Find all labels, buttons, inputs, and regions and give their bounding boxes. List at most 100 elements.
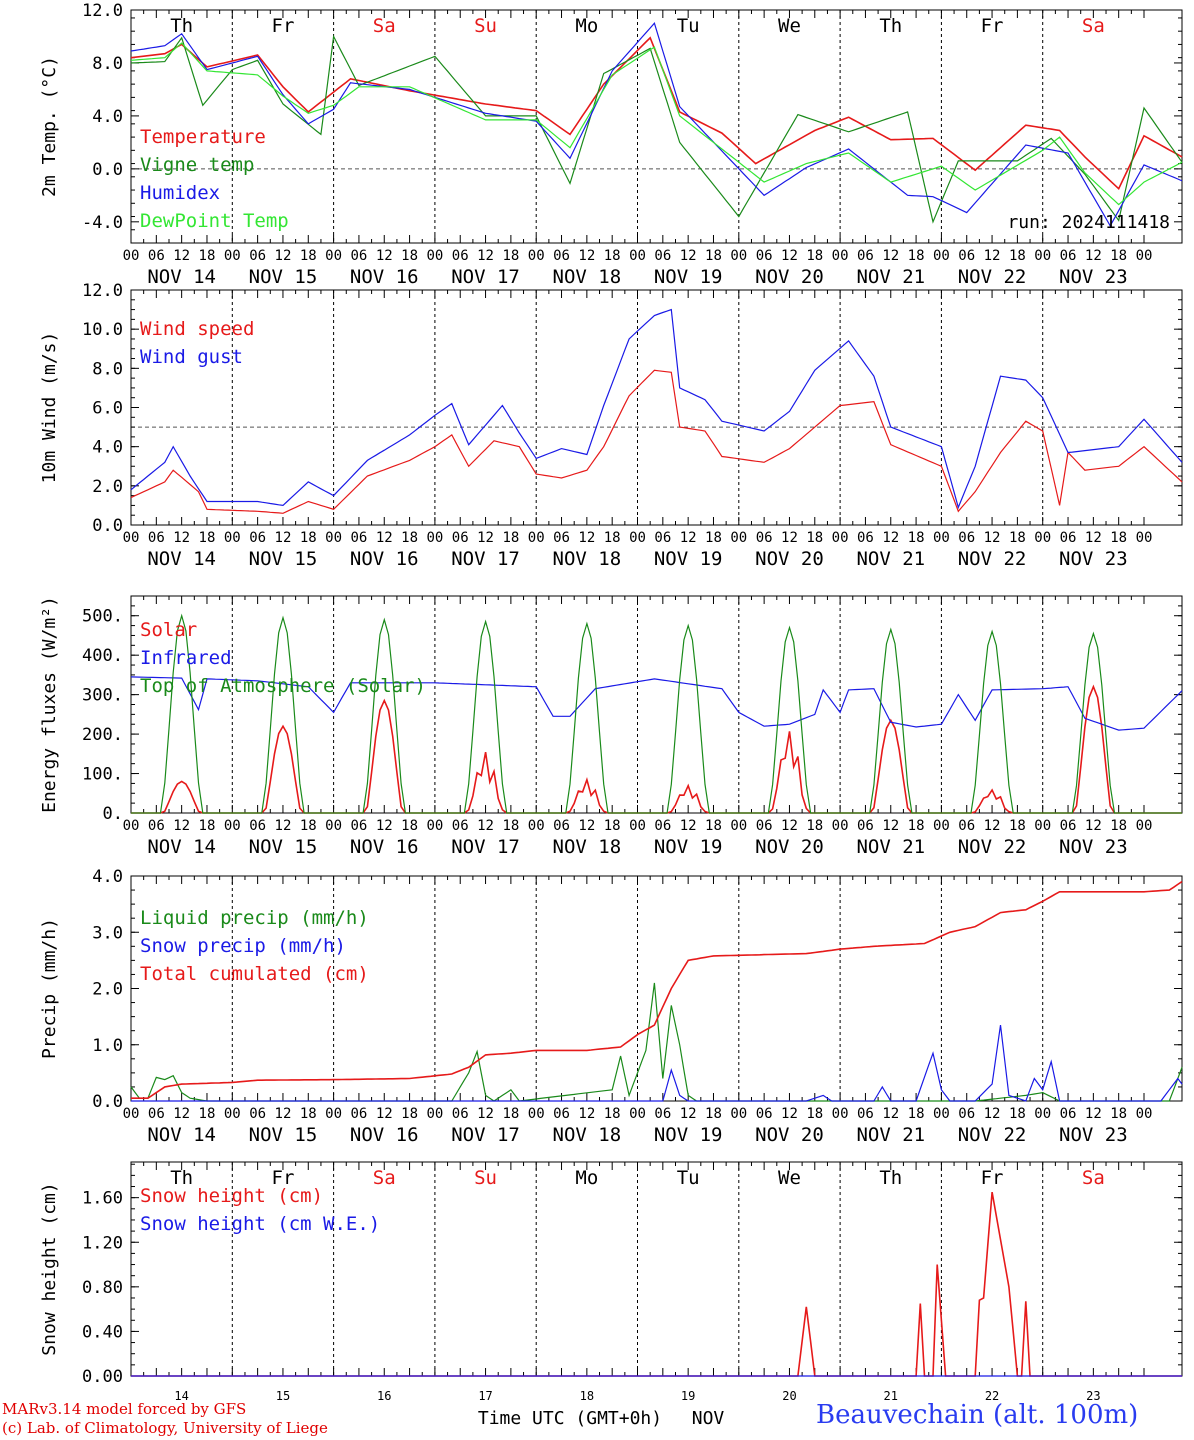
date-label: NOV 23: [1059, 548, 1128, 570]
hour-label: 00: [123, 818, 140, 834]
y-tick-label: 4.0: [92, 438, 123, 458]
legend-entry: Top of Atmosphere (Solar): [140, 675, 426, 697]
hour-label: 18: [604, 248, 621, 264]
legend-entry: Infrared: [140, 647, 232, 669]
hour-label: 18: [806, 818, 823, 834]
hour-label: 12: [477, 248, 494, 264]
run-label: run: 2024111418: [1007, 212, 1170, 233]
hour-label: 00: [832, 530, 849, 546]
hour-label: 12: [477, 818, 494, 834]
date-label: NOV 23: [1059, 836, 1128, 858]
y-tick-label: 100.: [82, 765, 123, 785]
date-label: NOV 18: [553, 1124, 622, 1146]
series-line-red: [131, 684, 1182, 814]
date-label: NOV 17: [451, 1124, 520, 1146]
hour-label: 18: [1110, 530, 1127, 546]
hour-label: 06: [249, 818, 266, 834]
date-label: NOV 16: [350, 266, 419, 288]
x-axis-label: Time UTC (GMT+0h): [478, 1408, 662, 1429]
date-label: NOV 20: [755, 548, 824, 570]
hour-label: 00: [1136, 530, 1153, 546]
hour-label: 06: [857, 248, 874, 264]
hour-label: 06: [958, 248, 975, 264]
hour-label: 12: [984, 530, 1001, 546]
legend-entry: Solar: [140, 619, 197, 641]
hour-label: 12: [275, 530, 292, 546]
date-label: NOV 21: [856, 548, 925, 570]
hour-label: 12: [680, 1106, 697, 1122]
day-name-label: Th: [170, 1167, 193, 1189]
day-name-label: Su: [474, 1167, 497, 1189]
y-tick-label: 500.: [82, 607, 123, 627]
hour-label: 18: [502, 1106, 519, 1122]
hour-label: 06: [452, 818, 469, 834]
hour-label: 06: [148, 818, 165, 834]
hour-label: 18: [705, 818, 722, 834]
hour-label: 18: [705, 530, 722, 546]
hour-label: 18: [199, 1106, 216, 1122]
hour-label: 12: [275, 818, 292, 834]
legend-entry: Liquid precip (mm/h): [140, 907, 369, 929]
hour-label: 12: [882, 818, 899, 834]
hour-label: 06: [553, 818, 570, 834]
date-label: NOV 14: [147, 266, 216, 288]
series-line-red: [130, 36, 1183, 191]
y-tick-label: 3.0: [92, 923, 123, 943]
legend-entry: Humidex: [140, 182, 220, 204]
date-label: NOV 22: [958, 836, 1027, 858]
hour-label: 00: [325, 530, 342, 546]
hour-label: 00: [629, 248, 646, 264]
hour-label: 18: [1009, 248, 1026, 264]
plot-frame: [130, 9, 1183, 244]
hour-label: 12: [781, 1106, 798, 1122]
hour-label: 06: [350, 1106, 367, 1122]
hour-label: 18: [300, 1106, 317, 1122]
plot-frame: [130, 595, 1183, 814]
date-label: NOV 23: [1059, 266, 1128, 288]
day-name-label: Mo: [575, 1167, 598, 1189]
y-tick-label: 0.0: [92, 1092, 123, 1112]
y-tick-label: 6.0: [92, 399, 123, 419]
hour-label: 12: [882, 530, 899, 546]
hour-label: 00: [528, 530, 545, 546]
hour-label: 12: [477, 1106, 494, 1122]
hour-label: 06: [553, 1106, 570, 1122]
hour-label: 00: [325, 1106, 342, 1122]
series-line-green: [130, 34, 1183, 224]
hour-label: 00: [528, 248, 545, 264]
hour-label: 00: [224, 530, 241, 546]
hour-label: 00: [933, 530, 950, 546]
day-name-label: We: [778, 1167, 801, 1189]
date-label: NOV 18: [553, 836, 622, 858]
day-name-label: Fr: [981, 1167, 1004, 1189]
hour-label: 06: [249, 530, 266, 546]
hour-label: 18: [705, 1106, 722, 1122]
hour-label: 06: [1060, 530, 1077, 546]
hour-label: 18: [806, 248, 823, 264]
hour-label: 00: [224, 818, 241, 834]
day-name-label: Mo: [575, 15, 598, 37]
hour-label: 06: [654, 248, 671, 264]
day-name-label: We: [778, 15, 801, 37]
hour-label: 00: [933, 818, 950, 834]
hour-label: 06: [350, 818, 367, 834]
date-label: NOV 14: [147, 548, 216, 570]
hour-label: 06: [1060, 1106, 1077, 1122]
legend-entry: Snow height (cm): [140, 1185, 323, 1207]
date-label: NOV 15: [249, 1124, 318, 1146]
hour-label: 06: [553, 248, 570, 264]
y-tick-label: 1.0: [92, 1036, 123, 1056]
date-label: NOV 15: [249, 266, 318, 288]
hour-label: 12: [376, 818, 393, 834]
lab-credit: (c) Lab. of Climatology, University of L…: [2, 1419, 328, 1437]
y-axis-label: Energy fluxes (W/m²): [39, 596, 60, 813]
legend-entry: Snow precip (mm/h): [140, 935, 346, 957]
date-label: NOV 17: [451, 266, 520, 288]
hour-label: 12: [376, 1106, 393, 1122]
y-tick-label: 0.40: [82, 1322, 123, 1342]
series-line-red: [131, 880, 1183, 1099]
y-tick-label: 0.80: [82, 1278, 123, 1298]
hour-label: 00: [1136, 1106, 1153, 1122]
hour-label: 06: [756, 530, 773, 546]
y-tick-label: 0.00: [82, 1367, 123, 1387]
